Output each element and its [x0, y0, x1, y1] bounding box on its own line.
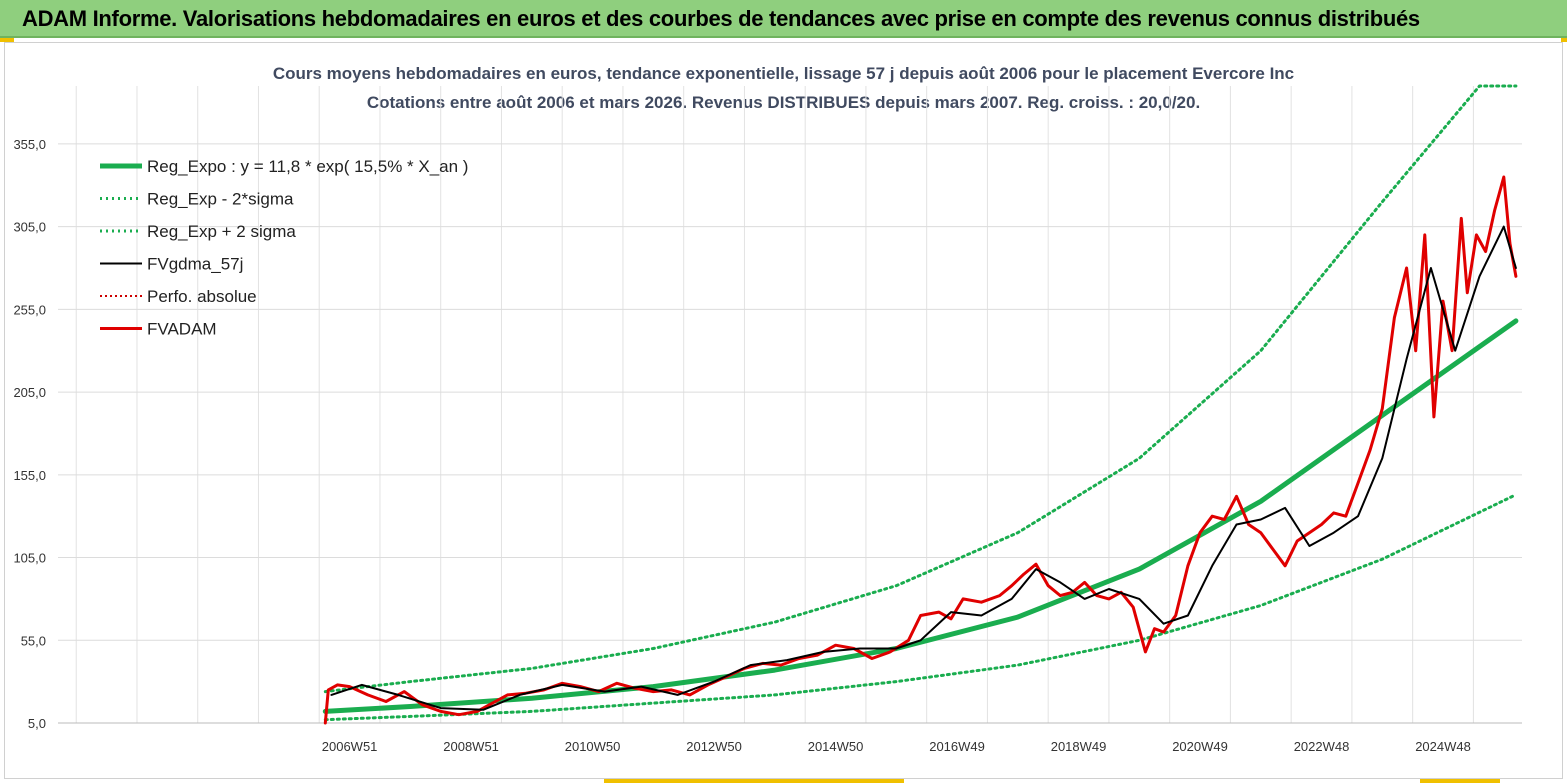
legend-item-reg-exp-minus: Reg_Exp - 2*sigma [100, 190, 294, 209]
y-tick-label: 55,0 [21, 633, 46, 648]
vertical-gridlines [75, 86, 1474, 723]
legend-item-reg-expo: Reg_Expo : y = 11,8 * exp( 15,5% * X_an … [100, 157, 468, 176]
legend-label: Reg_Exp - 2*sigma [147, 190, 294, 209]
x-tick-label: 2018W49 [1051, 739, 1107, 754]
y-tick-label: 105,0 [13, 551, 46, 566]
accent-strip-right [1561, 38, 1567, 42]
chart-frame [4, 42, 1563, 779]
x-tick-label: 2012W50 [686, 739, 742, 754]
accent-strip-bottom [604, 779, 904, 783]
legend-item-fvgdma: FVgdma_57j [100, 255, 243, 274]
x-tick-label: 2020W49 [1172, 739, 1228, 754]
report-title: ADAM Informe. Valorisations hebdomadaire… [22, 6, 1420, 31]
legend-label: Perfo. absolue [147, 287, 257, 306]
series-reg-expo [322, 318, 1519, 714]
legend-label: FVgdma_57j [147, 255, 243, 274]
y-axis-ticks: 5,0 55,0 105,0 155,0 205,0 255,0 305,0 355,0 [13, 137, 46, 731]
series-layer [322, 84, 1519, 725]
x-tick-label: 2010W50 [565, 739, 621, 754]
accent-strip-bottom-right [1420, 779, 1500, 783]
legend-item-fvadam: FVADAM [100, 320, 217, 339]
report-banner: ADAM Informe. Valorisations hebdomadaire… [0, 0, 1567, 38]
x-tick-label: 2022W48 [1294, 739, 1350, 754]
legend-label: Reg_Exp + 2 sigma [147, 222, 296, 241]
x-tick-label: 2016W49 [929, 739, 985, 754]
y-tick-label: 255,0 [13, 302, 46, 317]
chart-title: Cours moyens hebdomadaires en euros, ten… [272, 64, 1295, 83]
y-tick-label: 5,0 [28, 716, 46, 731]
y-tick-label: 305,0 [13, 220, 46, 235]
legend: Reg_Expo : y = 11,8 * exp( 15,5% * X_an … [100, 157, 468, 339]
series-fvgdma-57j [330, 225, 1517, 711]
series-reg-exp-plus-2sigma [323, 84, 1518, 694]
x-tick-label: 2006W51 [322, 739, 378, 754]
x-tick-label: 2014W50 [808, 739, 864, 754]
legend-item-perfo: Perfo. absolue [100, 287, 257, 306]
legend-item-reg-exp-plus: Reg_Exp + 2 sigma [100, 222, 296, 241]
x-tick-label: 2024W48 [1415, 739, 1471, 754]
x-tick-label: 2008W51 [443, 739, 499, 754]
chart-subtitle: Cotations entre août 2006 et mars 2026. … [366, 93, 1201, 112]
x-axis-ticks: 2006W51 2008W51 2010W50 2012W50 2014W50 2016W… [322, 739, 1471, 754]
accent-strip-left [0, 38, 14, 42]
legend-label: FVADAM [147, 320, 217, 339]
y-tick-label: 205,0 [13, 385, 46, 400]
series-reg-exp-minus-2sigma [323, 493, 1518, 722]
legend-label: Reg_Expo : y = 11,8 * exp( 15,5% * X_an … [147, 157, 468, 176]
y-tick-label: 155,0 [13, 468, 46, 483]
y-tick-label: 355,0 [13, 137, 46, 152]
